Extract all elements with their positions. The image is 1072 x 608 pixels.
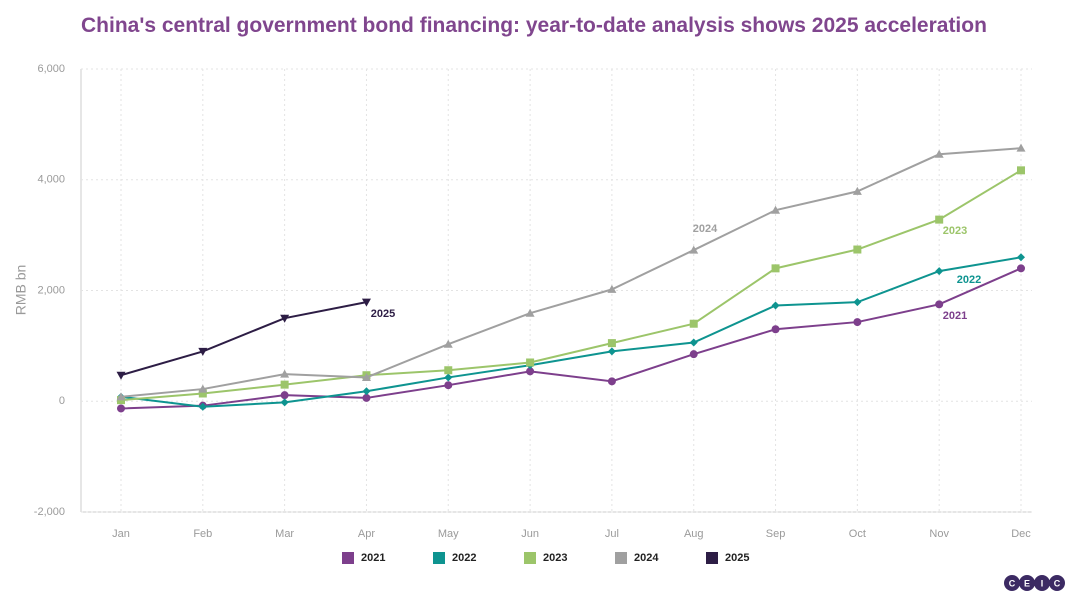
point bbox=[280, 380, 289, 389]
point bbox=[689, 245, 699, 254]
legend-swatch bbox=[433, 552, 445, 564]
logo-letter: I bbox=[1041, 578, 1044, 588]
legend-swatch bbox=[706, 552, 718, 564]
point bbox=[1017, 264, 1025, 273]
series-line bbox=[120, 147, 1022, 398]
x-tick-label: Aug bbox=[684, 528, 704, 540]
logo-letter: C bbox=[1009, 578, 1016, 588]
point bbox=[116, 392, 126, 401]
point bbox=[935, 215, 944, 224]
point bbox=[1017, 253, 1025, 262]
x-tick-label: Jun bbox=[521, 528, 539, 540]
x-tick-label: Nov bbox=[929, 528, 949, 540]
y-tick-label: 0 bbox=[59, 395, 65, 407]
point bbox=[444, 373, 453, 382]
y-axis-label: RMB bn bbox=[13, 265, 29, 316]
point bbox=[935, 267, 944, 276]
point bbox=[1016, 143, 1026, 152]
point bbox=[362, 393, 371, 402]
x-tick-label: Dec bbox=[1011, 528, 1031, 540]
series-line bbox=[120, 256, 1022, 408]
point bbox=[853, 245, 862, 254]
y-tick-label: 6,000 bbox=[37, 63, 65, 75]
legend-label: 2022 bbox=[452, 552, 476, 564]
series-label: 2024 bbox=[693, 223, 718, 235]
x-tick-label: Feb bbox=[193, 528, 212, 540]
point bbox=[280, 369, 290, 378]
series-label: 2022 bbox=[957, 274, 981, 286]
point bbox=[116, 371, 126, 380]
x-tick-label: Sep bbox=[766, 528, 786, 540]
series-label: 2021 bbox=[943, 310, 967, 322]
point bbox=[771, 205, 781, 214]
series-label: 2025 bbox=[371, 308, 395, 320]
point bbox=[198, 389, 207, 398]
point bbox=[853, 298, 862, 307]
x-tick-label: Jul bbox=[605, 528, 619, 540]
point bbox=[443, 339, 453, 348]
point bbox=[771, 264, 780, 273]
series-label: 2023 bbox=[943, 225, 967, 237]
point bbox=[853, 318, 862, 327]
point bbox=[198, 347, 208, 356]
y-tick-label: 2,000 bbox=[37, 284, 65, 296]
point bbox=[852, 186, 862, 195]
chart-title: China's central government bond financin… bbox=[81, 14, 987, 37]
point bbox=[771, 325, 780, 334]
series-line bbox=[120, 267, 1022, 410]
logo-dot bbox=[1004, 575, 1020, 591]
legend-label: 2023 bbox=[543, 552, 567, 564]
y-tick-label: 4,000 bbox=[37, 174, 65, 186]
point bbox=[198, 384, 208, 393]
point bbox=[117, 404, 125, 413]
point bbox=[607, 284, 617, 293]
point bbox=[280, 314, 290, 323]
x-tick-label: May bbox=[438, 528, 459, 540]
point bbox=[198, 402, 207, 411]
legend-swatch bbox=[524, 552, 536, 564]
point bbox=[689, 350, 698, 359]
logo-dot bbox=[1049, 575, 1065, 591]
point bbox=[935, 300, 944, 309]
point bbox=[607, 377, 616, 386]
logo-dot bbox=[1034, 575, 1050, 591]
x-tick-label: Jan bbox=[112, 528, 130, 540]
point bbox=[771, 301, 780, 310]
legend-label: 2025 bbox=[725, 552, 749, 564]
point bbox=[280, 398, 289, 407]
x-tick-label: Apr bbox=[358, 528, 375, 540]
legend-label: 2021 bbox=[361, 552, 385, 564]
point bbox=[607, 347, 616, 356]
x-tick-label: Oct bbox=[849, 528, 866, 540]
legend-swatch bbox=[342, 552, 354, 564]
logo-letter: C bbox=[1054, 578, 1061, 588]
legend-swatch bbox=[615, 552, 627, 564]
point bbox=[444, 381, 453, 390]
logo-letter: E bbox=[1024, 578, 1030, 588]
y-tick-label: -2,000 bbox=[34, 506, 65, 518]
point bbox=[1017, 166, 1025, 175]
series-line bbox=[120, 169, 1022, 402]
point bbox=[362, 387, 371, 396]
series-line bbox=[120, 301, 367, 377]
point bbox=[689, 319, 698, 328]
point bbox=[525, 308, 535, 317]
point bbox=[444, 366, 453, 375]
legend-label: 2024 bbox=[634, 552, 659, 564]
point bbox=[526, 358, 535, 367]
point bbox=[361, 298, 371, 307]
point bbox=[689, 338, 698, 347]
logo-dot bbox=[1019, 575, 1035, 591]
point bbox=[361, 372, 371, 381]
point bbox=[934, 149, 944, 158]
point bbox=[607, 339, 616, 348]
point bbox=[526, 367, 535, 376]
point bbox=[280, 391, 289, 400]
x-tick-label: Mar bbox=[275, 528, 294, 540]
